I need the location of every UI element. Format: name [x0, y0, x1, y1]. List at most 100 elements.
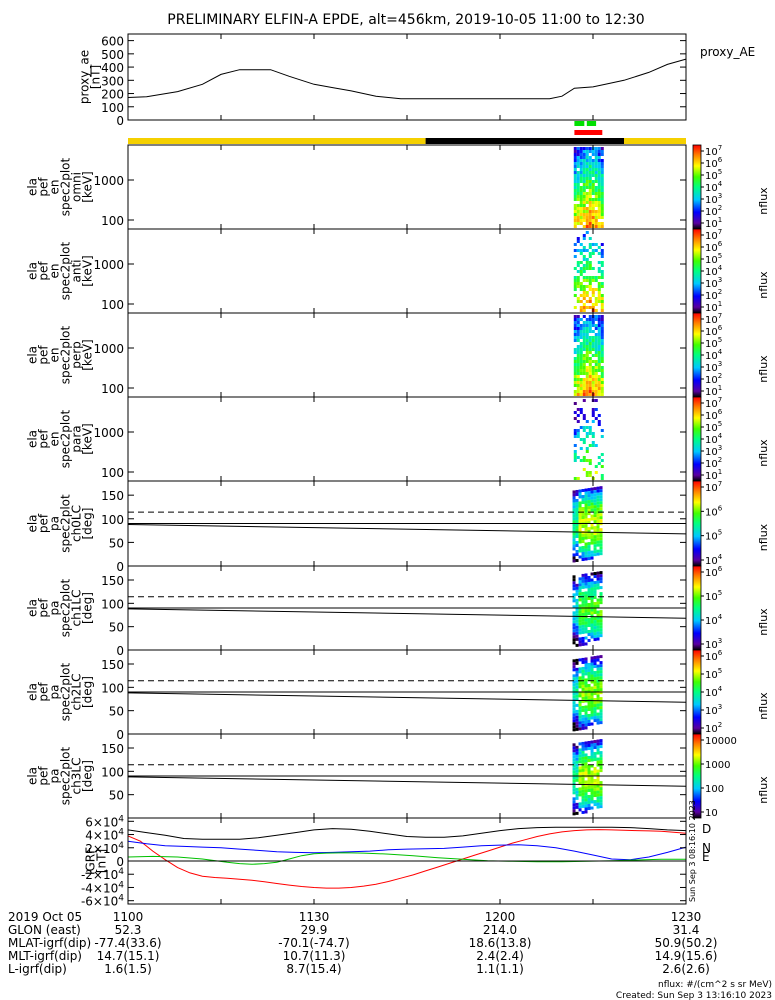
spectrogram-cell: [579, 201, 583, 204]
spectrogram-cell: [597, 276, 601, 279]
spectrogram-cell: [594, 336, 598, 339]
pitch-angle-cell: [596, 525, 600, 529]
pitch-angle-cell: [596, 712, 600, 716]
y-axis-label: en: [48, 264, 62, 279]
pitch-angle-cell: [596, 772, 600, 776]
spectrogram-cell: [573, 378, 577, 381]
y-axis-label: ch2LC: [70, 674, 84, 711]
spectrogram-cell: [591, 432, 595, 435]
spectrogram-cell: [582, 459, 586, 462]
pitch-angle-cell: [590, 523, 594, 527]
spectrogram-cell: [576, 180, 580, 183]
pitch-angle-cell: [593, 544, 597, 548]
spectrogram-cell: [600, 204, 604, 207]
spectrogram-cell: [588, 375, 592, 378]
spectrogram-cell: [579, 150, 583, 153]
pitch-angle-cell: [578, 682, 582, 686]
pitch-angle-cell: [596, 516, 600, 520]
spectrogram-cell: [591, 390, 595, 393]
pitch-angle-cell: [581, 708, 585, 712]
spectrogram-cell: [585, 459, 589, 462]
pitch-angle-cell: [587, 716, 591, 720]
y-axis-label: [deg]: [81, 592, 95, 624]
pitch-angle-cell: [599, 610, 603, 614]
y-axis-label: en: [48, 348, 62, 363]
pitch-angle-cell: [581, 498, 585, 502]
spectrogram-cell: [588, 351, 592, 354]
spectrogram-cell: [588, 183, 592, 186]
pitch-angle-cell: [590, 674, 594, 678]
pitch-angle-cell: [590, 659, 594, 663]
spectrogram-cell: [594, 471, 598, 474]
spectrogram-cell: [591, 171, 595, 174]
spectrogram-cell: [594, 174, 598, 177]
spectrogram-cell: [588, 213, 592, 216]
y-tick-label: 0: [116, 728, 124, 742]
pitch-angle-cell: [578, 489, 582, 493]
y-tick-label: 4×104: [85, 828, 124, 843]
spectrogram-cell: [585, 471, 589, 474]
pitch-angle-cell: [581, 579, 585, 583]
pitch-angle-cell: [599, 655, 603, 659]
spectrogram-cell: [576, 270, 580, 273]
pitch-angle-cell: [584, 804, 588, 808]
spectrogram-cell: [579, 207, 583, 210]
spectrogram-cell: [582, 429, 586, 432]
pitch-angle-cell: [593, 617, 597, 621]
pitch-angle-cell: [587, 587, 591, 591]
spectrogram-cell: [594, 225, 598, 228]
spectrogram-cell: [573, 363, 577, 366]
spectrogram-cell: [585, 180, 589, 183]
spectrogram-cell: [600, 306, 604, 309]
spectrogram-cell: [597, 153, 601, 156]
spectrogram-cell: [573, 360, 577, 363]
spectrogram-cell: [600, 303, 604, 306]
pitch-angle-cell: [578, 613, 582, 617]
pitch-angle-cell: [578, 760, 582, 764]
pitch-angle-cell: [575, 712, 579, 716]
spectrogram-cell: [579, 267, 583, 270]
pitch-angle-cell: [593, 743, 597, 747]
colorbar-title: nflux: [757, 187, 770, 215]
colorbar-tick-label: 106: [705, 565, 723, 579]
pitch-angle-cell: [575, 543, 579, 547]
spectrogram-cell: [594, 342, 598, 345]
spectrogram-cell: [600, 174, 604, 177]
spectrogram-cell: [576, 357, 580, 360]
pitch-angle-cell: [587, 581, 591, 585]
spectrogram-cell: [591, 249, 595, 252]
pitch-angle-cell: [599, 495, 603, 499]
pitch-angle-cell: [578, 709, 582, 713]
spectrogram-cell: [597, 462, 601, 465]
pitch-angle-cell: [581, 597, 585, 601]
pitch-angle-cell: [590, 590, 594, 594]
spectrogram-cell: [588, 204, 592, 207]
y-axis-label: spec2plot: [59, 325, 73, 384]
pitch-angle-cell: [587, 623, 591, 627]
pitch-angle-cell: [596, 498, 600, 502]
spectrogram-cell: [591, 279, 595, 282]
pitch-angle-cell: [590, 746, 594, 750]
igrf-series-line: [127, 829, 687, 889]
spectrogram-cell: [597, 333, 601, 336]
pitch-angle-cell: [599, 709, 603, 713]
spectrogram-cell: [585, 249, 589, 252]
spectrogram-cell: [573, 216, 577, 219]
pitch-angle-cell: [572, 529, 576, 533]
spectrogram-cell: [600, 465, 604, 468]
pitch-angle-cell: [590, 608, 594, 612]
spectrogram-cell: [579, 177, 583, 180]
y-axis-label: ch3LC: [70, 758, 84, 795]
spectrogram-cell: [600, 159, 604, 162]
pitch-angle-cell: [581, 804, 585, 808]
footnote: nflux: #/(cm^2 s sr MeV): [658, 980, 772, 990]
spectrogram-cell: [588, 156, 592, 159]
pitch-angle-cell: [593, 581, 597, 585]
pitch-angle-cell: [590, 800, 594, 804]
pitch-angle-cell: [596, 522, 600, 526]
pitch-angle-cell: [578, 748, 582, 752]
pitch-angle-cell: [572, 629, 576, 633]
pitch-angle-cell: [578, 766, 582, 770]
footer-row-label: L-igrf(dip): [8, 962, 67, 976]
spectrogram-cell: [582, 339, 586, 342]
